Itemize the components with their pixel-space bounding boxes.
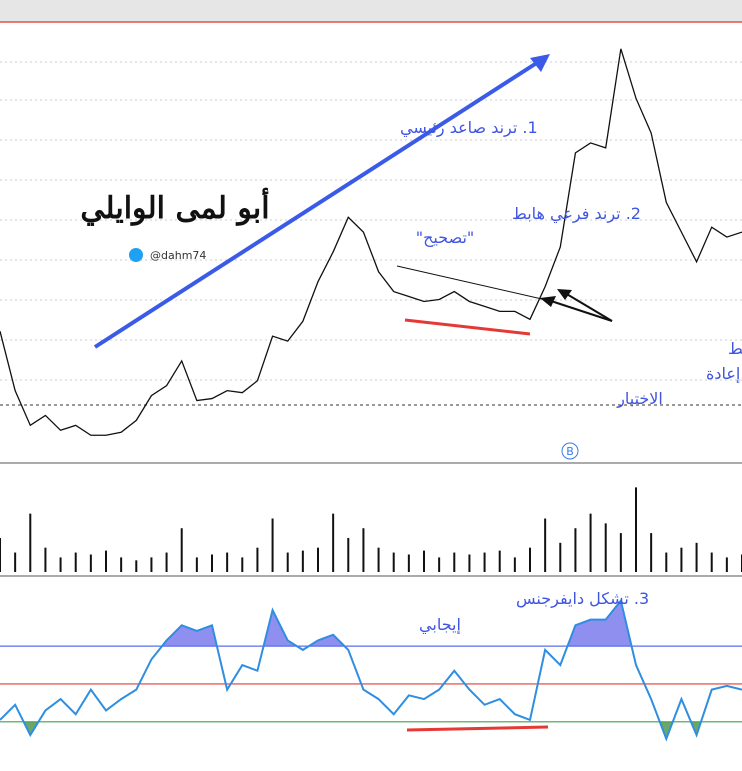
annotation: "تصحيح": [416, 228, 475, 248]
twitter-icon: [129, 248, 143, 262]
annotation: الاختبار: [616, 389, 663, 409]
pointer-arrow: [547, 299, 613, 322]
volume-bar: [589, 513, 592, 572]
arrow-head: [530, 54, 550, 72]
volume-bar: [271, 518, 274, 572]
arrow-head: [540, 296, 556, 307]
volume-bar: [710, 552, 713, 572]
arrow-head: [557, 289, 572, 300]
annotation: 4. تدخل مع اختراق خط: [728, 339, 742, 359]
volume-bar: [14, 552, 17, 572]
volume-bar: [513, 557, 516, 572]
volume-bar: [44, 547, 47, 572]
volume-bar: [725, 557, 728, 572]
volume-bar: [438, 557, 441, 572]
sub-trendline: [396, 265, 556, 303]
volume-bar: [301, 550, 304, 572]
annotation: 3. تشكل دايفرجنس: [516, 589, 649, 609]
logo-handle: @dahm74: [150, 249, 206, 262]
volume-bar: [377, 547, 380, 572]
volume-bar: [241, 557, 244, 572]
volume-bar: [0, 537, 1, 572]
volume-bar: [150, 557, 153, 572]
volume-bar: [347, 537, 350, 572]
volume-bar: [226, 552, 229, 572]
volume-bar: [392, 552, 395, 572]
volume-bar: [180, 528, 183, 572]
volume-bar: [559, 542, 562, 572]
volume-bar: [407, 554, 410, 572]
volume-bar: [665, 552, 668, 572]
volume-bar: [135, 560, 138, 572]
marker-label: B: [566, 445, 574, 458]
series-line: [0, 48, 742, 436]
oversold-fill: [0, 721, 742, 739]
annotation: 1. ترند صاعد رئيسي: [400, 118, 538, 138]
annotation: إيجابي: [419, 615, 461, 635]
volume-bar: [483, 552, 486, 572]
volume-bar: [619, 533, 622, 572]
volume-bar: [362, 528, 365, 572]
volume-bar: [29, 513, 32, 572]
volume-bar: [59, 557, 62, 572]
volume-bar: [468, 554, 471, 572]
trend-arrow: [93, 55, 548, 349]
marker-circle: [561, 442, 579, 460]
volume-bar: [635, 487, 637, 572]
volume-bar: [650, 533, 653, 572]
volume-bar: [317, 547, 319, 572]
volume-bar: [529, 547, 531, 572]
volume-bar: [695, 542, 698, 572]
volume-bar: [423, 550, 425, 572]
volume-bar: [256, 547, 259, 572]
annotation: 2. ترند فرعي هابط: [512, 204, 641, 224]
indicator-low-line: [406, 725, 549, 732]
series-line: [0, 598, 742, 742]
pointer-arrow: [564, 292, 613, 322]
volume-bar: [574, 528, 577, 572]
volume-bar: [286, 552, 289, 572]
h-grid: [0, 61, 742, 381]
volume-bar: [453, 552, 456, 572]
volume-bar: [680, 547, 683, 572]
volume-bar: [195, 557, 198, 572]
volume-bar: [165, 552, 168, 572]
overbought-fill: [162, 600, 632, 647]
volume-bar: [211, 554, 213, 572]
volume-bar: [544, 518, 547, 572]
volume-bar: [498, 550, 501, 572]
top-bar: [0, 0, 742, 22]
logo-name: أبو لمى الوايلي: [80, 187, 269, 226]
volume-bar: [89, 554, 92, 572]
volume-bar: [120, 557, 123, 572]
volume-bar: [74, 552, 77, 572]
volume-bar: [604, 523, 607, 572]
volume-bar: [105, 550, 107, 572]
price-low-line: [404, 318, 531, 336]
annotation: الترند الفرعي/ إعادة: [706, 364, 742, 384]
volume-bar: [332, 513, 335, 572]
